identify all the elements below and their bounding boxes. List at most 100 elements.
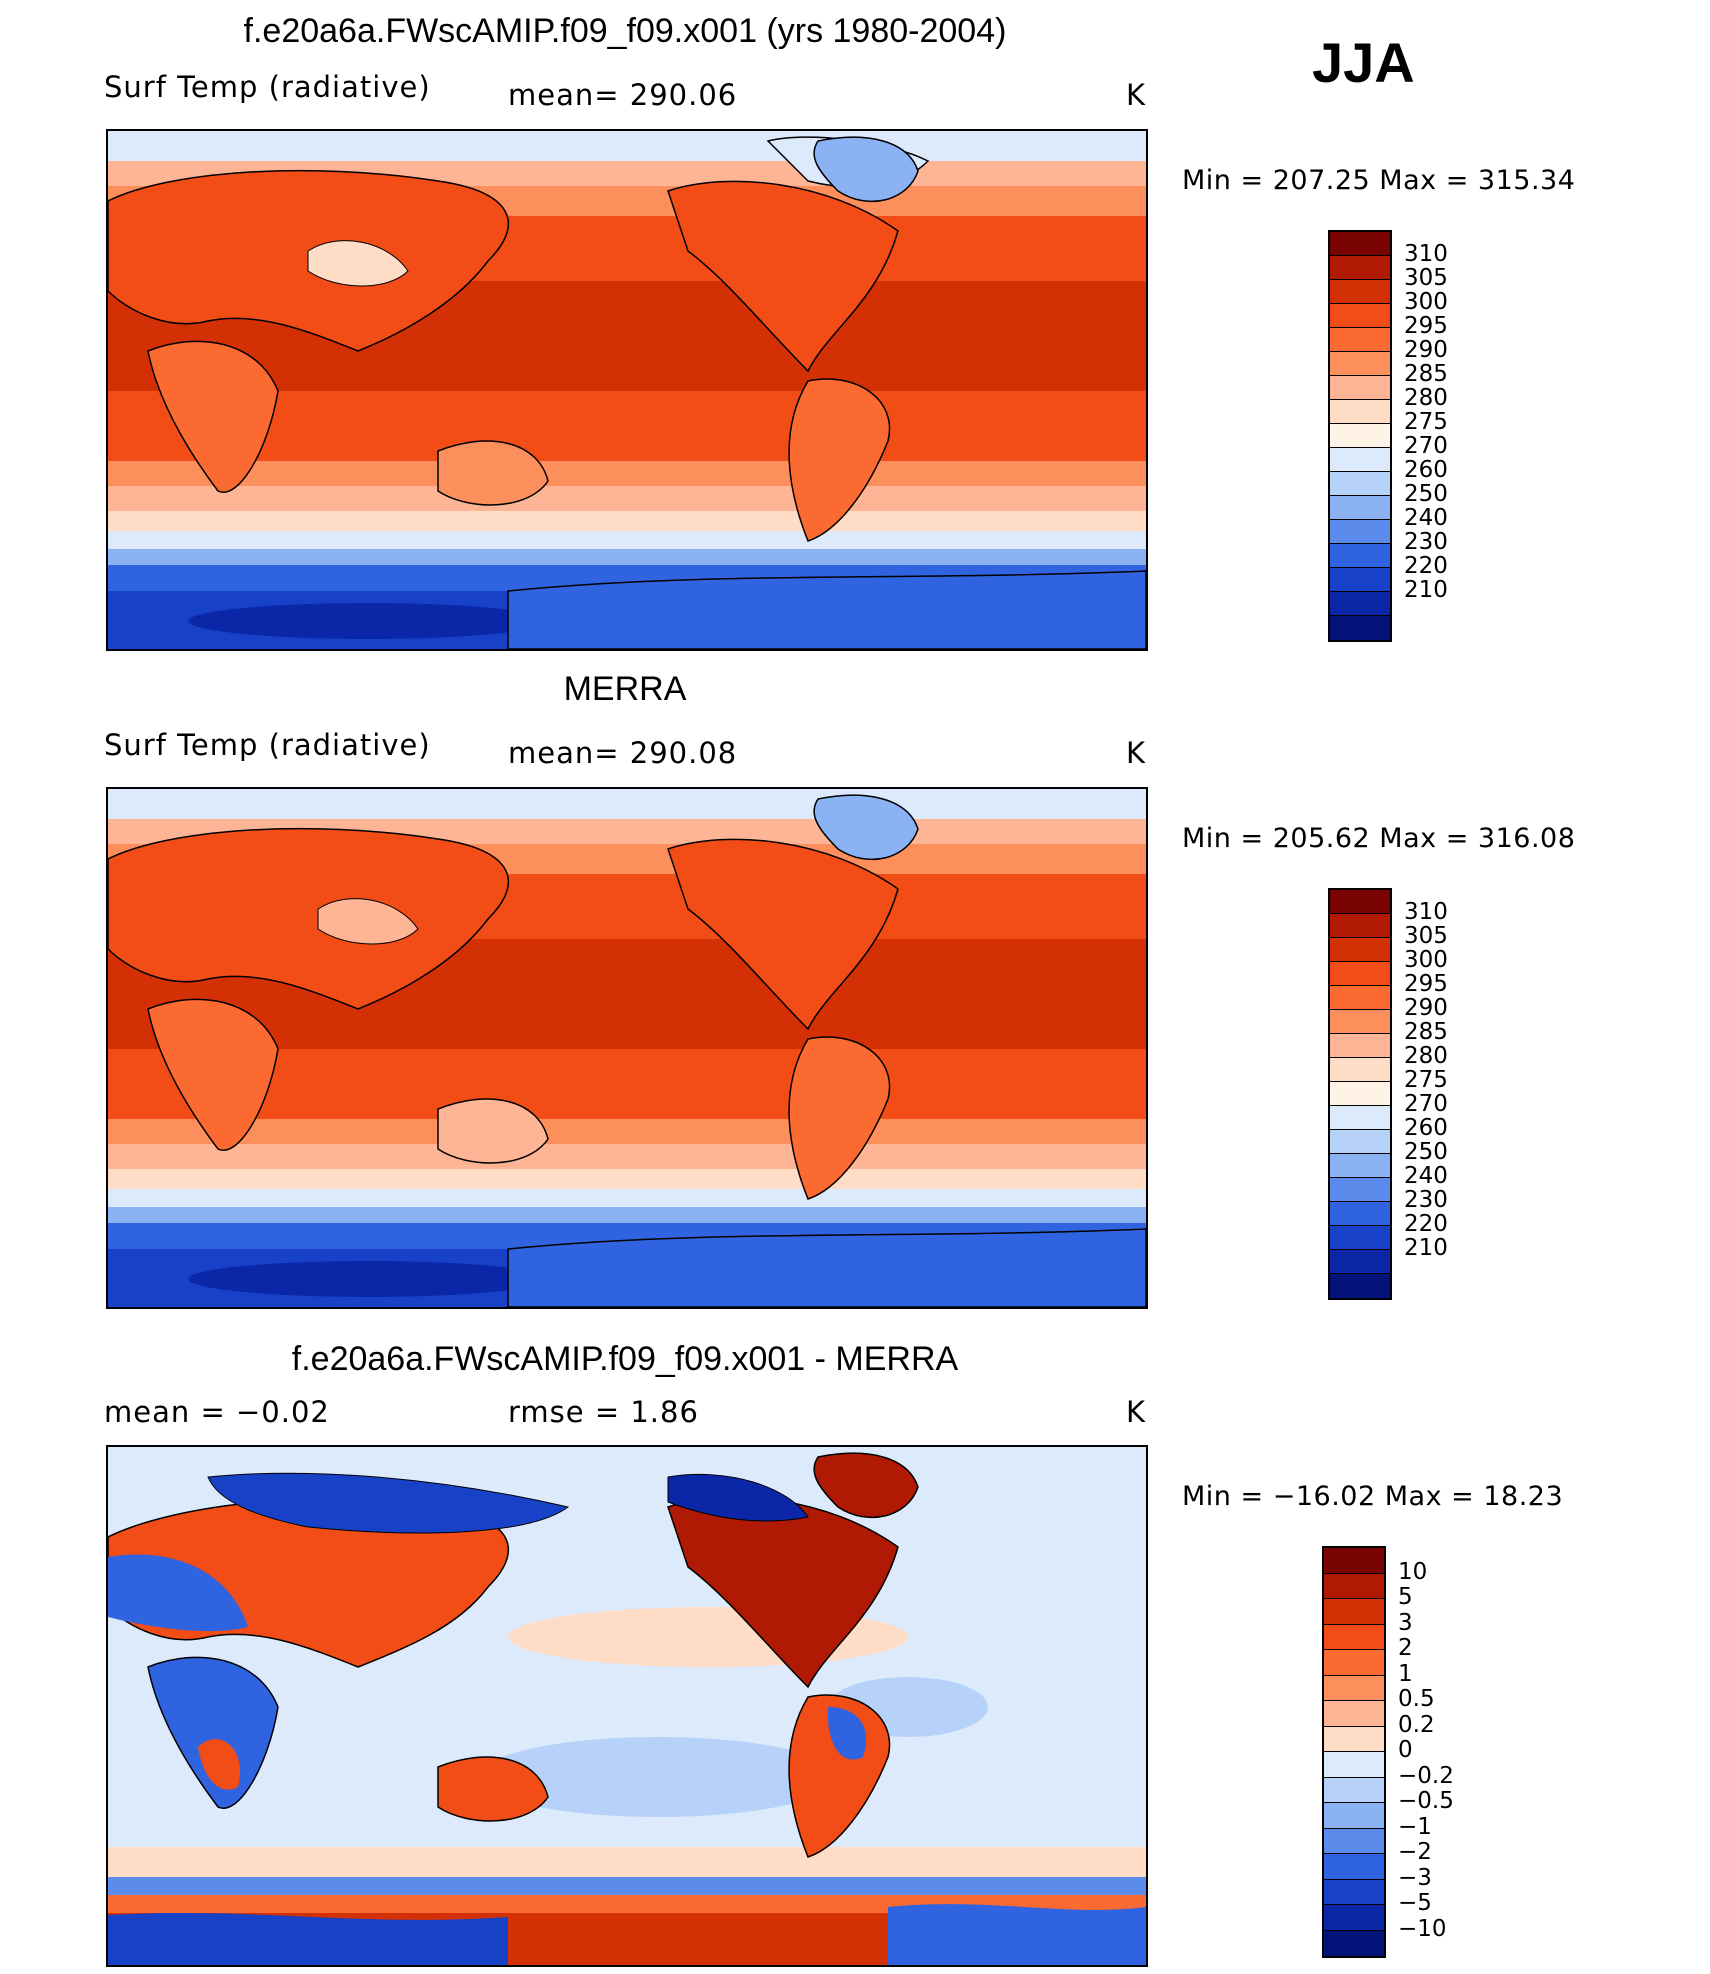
colorbar-swatch [1324, 1752, 1384, 1778]
colorbar-swatch [1330, 1130, 1390, 1154]
colorbar-tick-label: 295 [1404, 971, 1448, 997]
panel-1-min-value: 207.25 [1272, 165, 1371, 196]
panel-2-colorbar [1328, 888, 1392, 1300]
colorbar-tick-label: 270 [1404, 1091, 1448, 1117]
colorbar-tick-label: 5 [1398, 1584, 1413, 1610]
colorbar-swatch [1324, 1650, 1384, 1676]
colorbar-tick-label: 310 [1404, 241, 1448, 267]
panel-2-map-image [108, 789, 1146, 1307]
colorbar-swatch [1324, 1905, 1384, 1931]
colorbar-swatch [1324, 1828, 1384, 1854]
panel-3-unit: K [1126, 1395, 1147, 1429]
colorbar-swatch [1330, 496, 1390, 520]
panel-1-max-label: Max [1379, 165, 1437, 196]
colorbar-swatch [1330, 400, 1390, 424]
colorbar-tick-label: −3 [1398, 1864, 1432, 1891]
colorbar-swatch [1324, 1675, 1384, 1701]
panel-3-map-image [108, 1447, 1146, 1965]
colorbar-swatch [1330, 568, 1390, 592]
colorbar-swatch [1324, 1777, 1384, 1803]
colorbar-tick-label: 275 [1404, 1067, 1448, 1093]
colorbar-swatch [1330, 280, 1390, 304]
colorbar-swatch [1330, 1106, 1390, 1130]
colorbar-swatch [1330, 1202, 1390, 1226]
colorbar-tick-label: 300 [1404, 947, 1448, 973]
colorbar-tick-label: 220 [1404, 1211, 1448, 1237]
colorbar-swatch [1330, 1010, 1390, 1034]
colorbar-tick-label: 2 [1398, 1635, 1413, 1661]
colorbar-swatch [1330, 914, 1390, 938]
panel-2-variable-label: Surf Temp (radiative) [104, 728, 431, 762]
colorbar-tick-label: 260 [1404, 1115, 1448, 1141]
panel-3-max-value: 18.23 [1483, 1481, 1564, 1512]
panel-3-map [106, 1445, 1148, 1967]
colorbar-swatch [1324, 1930, 1384, 1956]
panel-2-map [106, 787, 1148, 1309]
colorbar-swatch [1330, 592, 1390, 616]
colorbar-swatch [1324, 1548, 1384, 1574]
colorbar-swatch [1330, 232, 1390, 256]
colorbar-swatch [1330, 472, 1390, 496]
colorbar-swatch [1330, 1226, 1390, 1250]
colorbar-swatch [1324, 1701, 1384, 1727]
colorbar-tick-label: 285 [1404, 361, 1448, 387]
panel-1-colorbar [1328, 230, 1392, 642]
colorbar-swatch [1330, 616, 1390, 640]
panel-1-map-image [108, 131, 1146, 649]
colorbar-tick-label: 310 [1404, 899, 1448, 925]
colorbar-tick-label: 275 [1404, 409, 1448, 435]
colorbar-swatch [1330, 1250, 1390, 1274]
panel-2-min-label: Min [1182, 823, 1232, 854]
colorbar-swatch [1330, 962, 1390, 986]
colorbar-tick-label: −0.5 [1398, 1788, 1454, 1814]
colorbar-tick-label: 3 [1398, 1609, 1413, 1636]
panel-3-colorbar [1322, 1546, 1386, 1958]
colorbar-swatch [1330, 1058, 1390, 1082]
colorbar-swatch [1330, 1082, 1390, 1106]
colorbar-tick-label: 300 [1404, 289, 1448, 315]
colorbar-swatch [1330, 376, 1390, 400]
colorbar-tick-label: 230 [1404, 529, 1448, 555]
panel-2-minmax: Min = 205.62 Max = 316.08 [1182, 823, 1576, 854]
panel-1-minmax: Min = 207.25 Max = 315.34 [1182, 165, 1576, 196]
colorbar-swatch [1330, 448, 1390, 472]
panel-3-min-label: Min [1182, 1481, 1232, 1512]
colorbar-tick-label: 270 [1404, 433, 1448, 459]
colorbar-swatch [1330, 304, 1390, 328]
panel-3-min-value: −16.02 [1272, 1481, 1376, 1512]
colorbar-tick-label: 260 [1404, 457, 1448, 483]
colorbar-swatch [1330, 1178, 1390, 1202]
colorbar-swatch [1330, 544, 1390, 568]
colorbar-tick-label: 220 [1404, 553, 1448, 579]
panel-1-map [106, 129, 1148, 651]
colorbar-tick-label: 305 [1404, 923, 1448, 949]
colorbar-tick-label: 240 [1404, 505, 1448, 531]
colorbar-tick-label: 230 [1404, 1187, 1448, 1213]
colorbar-swatch [1324, 1573, 1384, 1599]
panel-3-rmse-label: rmse = 1.86 [508, 1395, 699, 1429]
panel-3-minmax: Min = −16.02 Max = 18.23 [1182, 1481, 1564, 1512]
colorbar-tick-label: 0.5 [1398, 1686, 1435, 1712]
panel-1-unit: K [1126, 78, 1147, 112]
panel-3-mean-label: mean = −0.02 [104, 1395, 330, 1429]
panel-2-mean-label: mean= 290.08 [508, 736, 738, 770]
colorbar-swatch [1330, 1154, 1390, 1178]
panel-2-min-value: 205.62 [1272, 823, 1371, 854]
colorbar-tick-label: 280 [1404, 1043, 1448, 1069]
colorbar-swatch [1324, 1803, 1384, 1829]
colorbar-swatch [1330, 256, 1390, 280]
panel-3-max-label: Max [1384, 1481, 1443, 1512]
colorbar-swatch [1324, 1624, 1384, 1650]
colorbar-swatch [1330, 520, 1390, 544]
colorbar-swatch [1330, 890, 1390, 914]
colorbar-swatch [1330, 938, 1390, 962]
colorbar-swatch [1324, 1879, 1384, 1905]
colorbar-tick-label: 0 [1398, 1737, 1413, 1763]
colorbar-tick-label: 210 [1404, 1235, 1448, 1261]
season-label: JJA [1312, 31, 1415, 94]
panel-3-title: f.e20a6a.FWscAMIP.f09_f09.x001 - MERRA [291, 1340, 959, 1378]
panel-1-max-value: 315.34 [1477, 165, 1576, 196]
colorbar-tick-label: 280 [1404, 385, 1448, 411]
colorbar-swatch [1330, 328, 1390, 352]
colorbar-swatch [1324, 1726, 1384, 1752]
